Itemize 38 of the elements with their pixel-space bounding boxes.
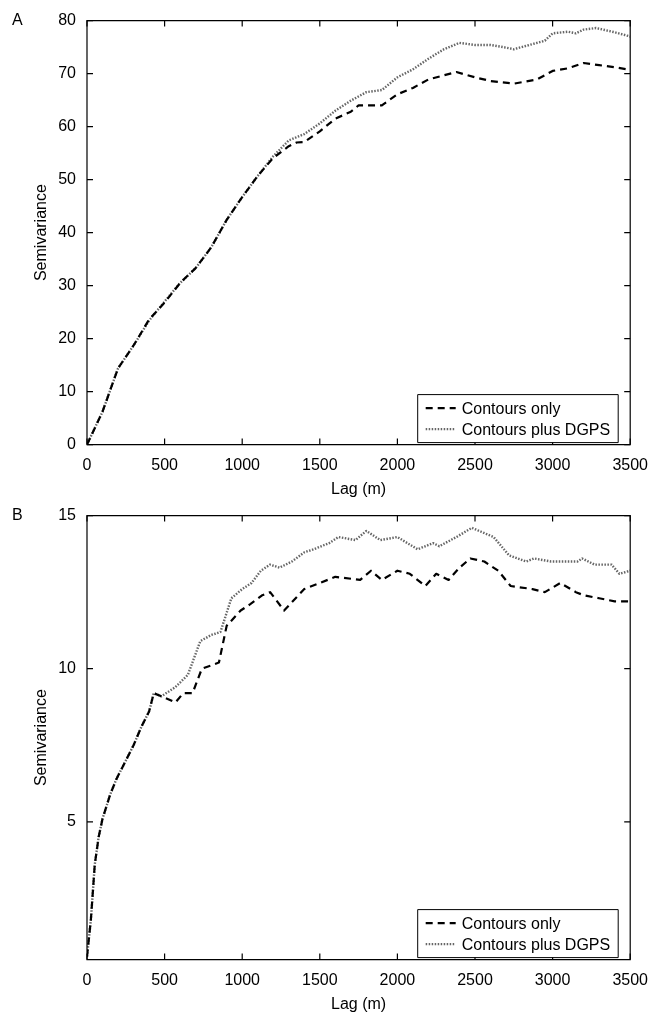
x-axis-title: Lag (m): [331, 994, 387, 1012]
y-tick-label: 80: [58, 11, 77, 29]
legend-label: Contours only: [461, 399, 561, 417]
y-tick-label: 50: [58, 170, 77, 188]
legend-label: Contours plus DGPS: [461, 420, 611, 438]
x-tick-label: 1000: [224, 455, 261, 473]
x-tick-label: 0: [82, 455, 92, 473]
y-axis-title: Semivariance: [32, 184, 50, 282]
x-tick-label: 2000: [379, 970, 416, 988]
x-tick-label: 1500: [302, 970, 338, 988]
x-tick-label: 500: [151, 970, 179, 988]
x-tick-label: 1000: [224, 970, 261, 988]
x-tick-label: 500: [151, 455, 179, 473]
y-tick-label: 40: [58, 223, 77, 241]
legend-label: Contours only: [461, 914, 561, 932]
x-tick-label: 2500: [457, 970, 493, 988]
y-tick-label: 70: [58, 64, 77, 82]
x-tick-label: 3500: [612, 970, 649, 988]
y-tick-label: 5: [67, 812, 77, 830]
y-tick-label: 60: [58, 117, 77, 135]
y-tick-label: 20: [58, 329, 77, 347]
x-tick-label: 1500: [302, 455, 338, 473]
y-tick-label: 0: [67, 435, 77, 453]
y-tick-label: 10: [58, 659, 77, 677]
chart-title: B: [12, 506, 23, 524]
x-tick-label: 3500: [612, 455, 649, 473]
x-axis-title: Lag (m): [331, 479, 387, 497]
x-tick-label: 3000: [534, 455, 571, 473]
x-tick-label: 3000: [534, 970, 571, 988]
chart-title: A: [12, 11, 23, 29]
x-tick-label: 2000: [379, 455, 416, 473]
y-tick-label: 15: [58, 506, 77, 524]
y-axis-title: Semivariance: [32, 689, 50, 787]
x-tick-label: 2500: [457, 455, 493, 473]
y-tick-label: 30: [58, 276, 77, 294]
y-tick-label: 10: [58, 382, 77, 400]
x-tick-label: 0: [82, 970, 92, 988]
legend-label: Contours plus DGPS: [461, 935, 611, 953]
